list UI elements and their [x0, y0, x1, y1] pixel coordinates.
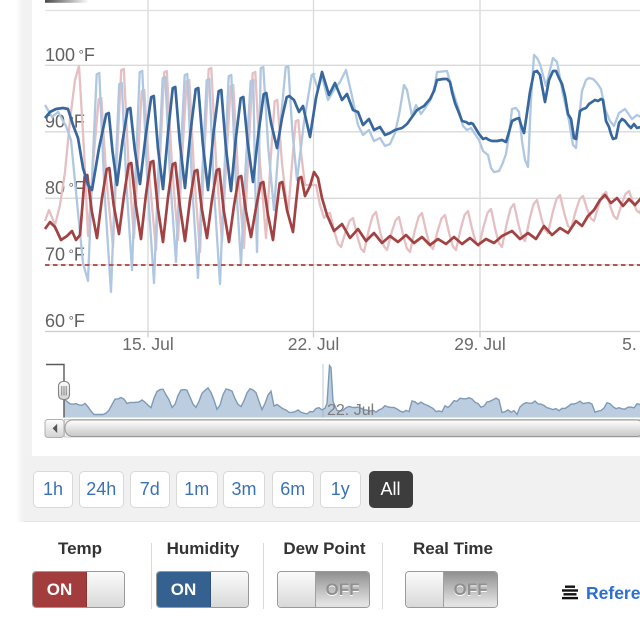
svg-text:60 °F: 60 °F — [45, 311, 85, 331]
svg-text:22. Jul: 22. Jul — [288, 334, 340, 354]
svg-text:80 °F: 80 °F — [45, 178, 85, 198]
svg-text:22. Jul: 22. Jul — [327, 402, 374, 419]
svg-text:70 °F: 70 °F — [45, 245, 85, 265]
svg-text:5. Aug: 5. Aug — [622, 334, 640, 354]
svg-text:15. Jul: 15. Jul — [122, 334, 174, 354]
svg-text:100 °F: 100 °F — [45, 45, 95, 65]
svg-text:29. Jul: 29. Jul — [454, 334, 506, 354]
